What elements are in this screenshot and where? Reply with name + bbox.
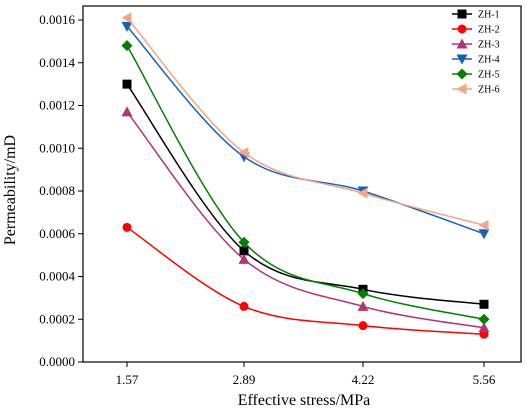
data-point-zh-1 (239, 246, 249, 256)
legend-label-zh-5: ZH-5 (478, 70, 500, 81)
data-point-zh-3 (121, 106, 133, 117)
series-line-zh-6 (126, 17, 485, 226)
data-point-zh-3 (478, 322, 490, 333)
plot-frame (82, 5, 522, 363)
data-point-zh-5 (121, 40, 133, 52)
legend-marker (456, 38, 468, 49)
plot-area: 0.0000 0.0002 0.0004 0.0006 0.0008 0.0010 0.00… (39, 5, 522, 387)
data-point-zh-6 (478, 219, 489, 231)
legend-label-zh-3: ZH-3 (478, 40, 500, 51)
data-point-zh-3 (238, 253, 250, 264)
legend-label-zh-4: ZH-4 (478, 55, 500, 66)
data-point-zh-6 (121, 12, 132, 24)
series-line-zh-3 (126, 111, 485, 329)
data-point-zh-2 (239, 301, 249, 311)
x-axis-title: Effective stress/MPa (238, 392, 371, 409)
legend-marker (456, 54, 468, 65)
x-tick-label: 4.22 (352, 372, 375, 387)
y-tick-label: 0.0000 (39, 354, 75, 369)
data-point-zh-3 (357, 300, 369, 311)
data-point-zh-1 (122, 79, 132, 89)
data-point-zh-4 (121, 21, 133, 32)
y-tick-label: 0.0014 (39, 55, 75, 70)
data-point-zh-5 (357, 288, 369, 300)
data-point-zh-2 (358, 321, 368, 331)
y-tick-label: 0.0012 (39, 98, 75, 113)
data-point-zh-5 (238, 236, 250, 248)
data-point-zh-6 (238, 147, 249, 159)
legend-marker (457, 24, 467, 34)
legend-marker (456, 83, 467, 95)
x-tick-label: 1.57 (116, 372, 139, 387)
series-line-zh-5 (126, 45, 485, 320)
y-tick-label: 0.0004 (39, 269, 75, 284)
legend-label-zh-6: ZH-6 (478, 85, 500, 96)
legend-label-zh-2: ZH-2 (478, 25, 500, 36)
data-point-zh-6 (357, 187, 368, 199)
series-line-zh-2 (126, 226, 485, 335)
data-point-zh-2 (122, 222, 132, 232)
y-tick-label: 0.0006 (39, 226, 75, 241)
y-tick-label: 0.0010 (39, 140, 75, 155)
x-tick-label: 5.56 (473, 372, 496, 387)
data-point-zh-4 (478, 229, 490, 240)
y-tick-label: 0.0002 (39, 311, 75, 326)
legend-label-zh-1: ZH-1 (478, 10, 500, 21)
legend-marker (457, 9, 467, 19)
y-tick-label: 0.0008 (39, 183, 75, 198)
y-axis-title: Permeability/mD (2, 135, 19, 245)
series-line-zh-4 (126, 25, 485, 235)
x-tick-label: 2.89 (233, 372, 256, 387)
y-tick-label: 0.0016 (39, 12, 75, 27)
legend-marker (456, 68, 468, 80)
data-point-zh-5 (478, 313, 490, 325)
series-line-zh-1 (126, 83, 485, 306)
data-point-zh-1 (479, 299, 489, 309)
